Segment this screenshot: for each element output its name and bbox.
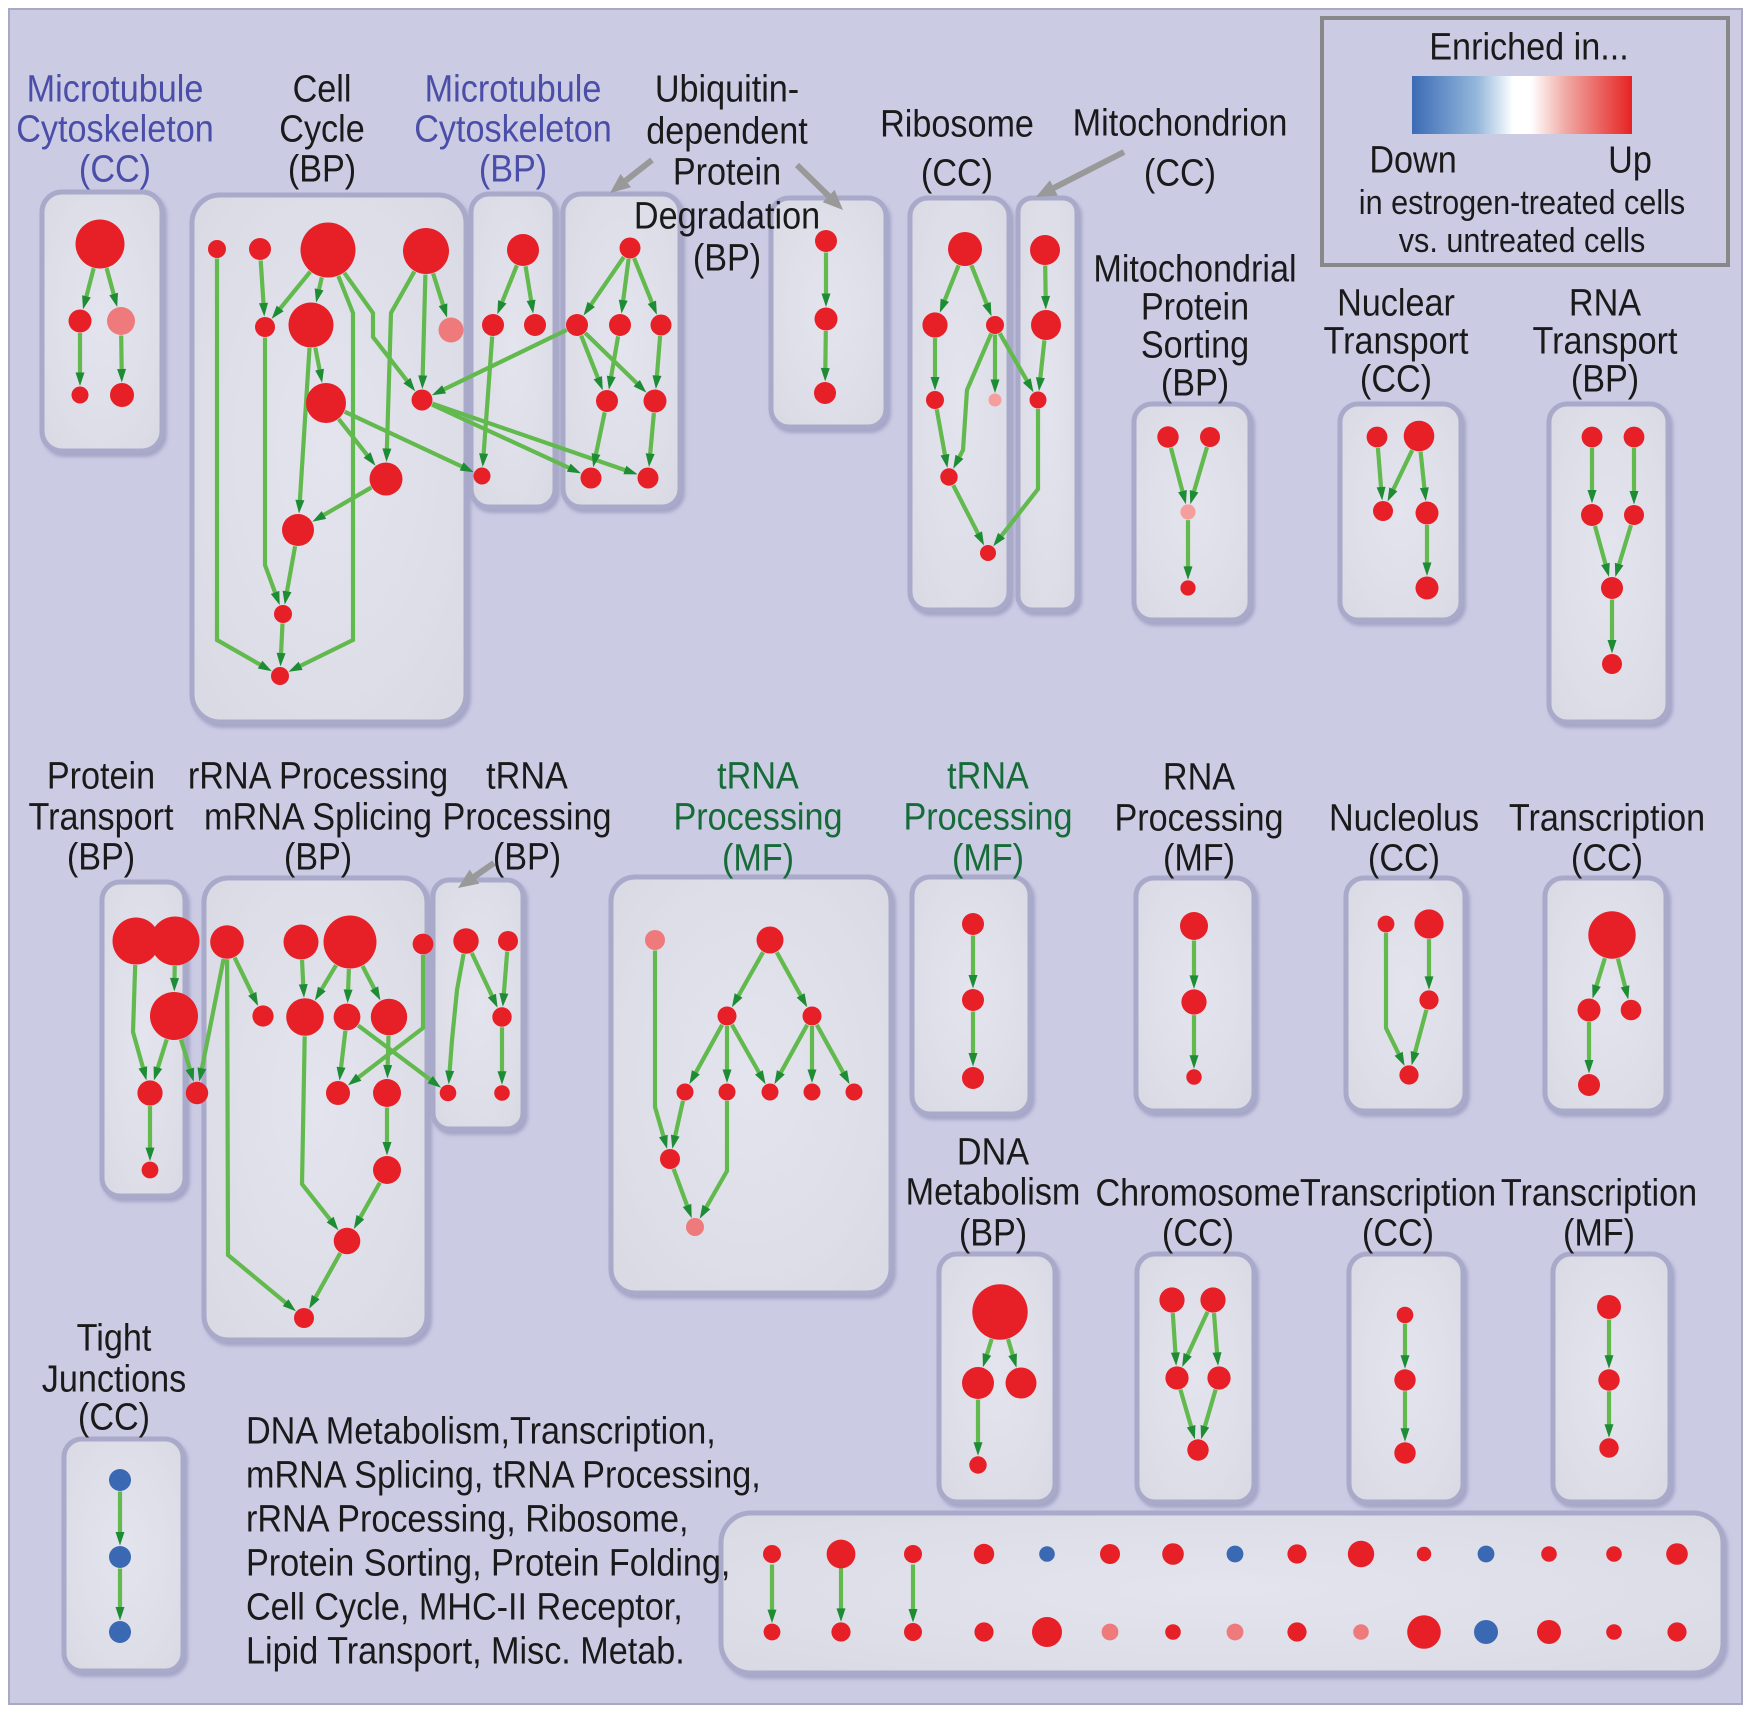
svg-text:Processing: Processing (442, 795, 611, 838)
svg-text:Mitochondrion: Mitochondrion (1073, 101, 1288, 144)
svg-text:(BP): (BP) (67, 835, 135, 878)
svg-text:(CC): (CC) (79, 147, 151, 190)
svg-text:Enriched in...: Enriched in... (1429, 25, 1628, 68)
svg-text:mRNA Splicing, tRNA Processing: mRNA Splicing, tRNA Processing, (246, 1453, 761, 1496)
svg-text:Protein: Protein (47, 754, 155, 797)
svg-text:(BP): (BP) (1571, 357, 1639, 400)
svg-text:(MF): (MF) (1163, 836, 1235, 879)
svg-text:Processing: Processing (673, 795, 842, 838)
svg-text:in estrogen-treated cells: in estrogen-treated cells (1359, 183, 1685, 221)
svg-text:vs. untreated cells: vs. untreated cells (1399, 221, 1646, 259)
svg-text:Cytoskeleton: Cytoskeleton (414, 107, 612, 150)
svg-text:Microtubule: Microtubule (425, 67, 602, 110)
svg-text:(MF): (MF) (1563, 1211, 1635, 1254)
svg-text:Metabolism: Metabolism (906, 1170, 1081, 1213)
svg-text:Processing: Processing (903, 795, 1072, 838)
svg-text:(CC): (CC) (921, 151, 993, 194)
svg-text:(CC): (CC) (1368, 836, 1440, 879)
svg-text:Cell Cycle, MHC-II Receptor,: Cell Cycle, MHC-II Receptor, (246, 1585, 683, 1628)
svg-text:Mitochondrial: Mitochondrial (1093, 247, 1296, 290)
svg-text:Transport: Transport (1533, 319, 1678, 362)
svg-text:(BP): (BP) (284, 835, 352, 878)
svg-text:RNA: RNA (1163, 755, 1236, 798)
svg-text:Nuclear: Nuclear (1337, 281, 1455, 324)
svg-text:Transport: Transport (29, 795, 174, 838)
svg-text:(BP): (BP) (479, 147, 547, 190)
svg-text:(CC): (CC) (78, 1395, 150, 1438)
svg-text:(CC): (CC) (1360, 357, 1432, 400)
svg-text:tRNA: tRNA (717, 754, 800, 797)
svg-text:Junctions: Junctions (42, 1357, 186, 1400)
svg-text:(CC): (CC) (1162, 1211, 1234, 1254)
svg-text:Chromosome: Chromosome (1095, 1171, 1300, 1214)
svg-text:Lipid Transport, Misc. Metab.: Lipid Transport, Misc. Metab. (246, 1629, 685, 1672)
svg-text:(BP): (BP) (693, 236, 761, 279)
svg-text:Transcription: Transcription (1501, 1171, 1697, 1214)
svg-text:(BP): (BP) (1161, 361, 1229, 404)
svg-text:Down: Down (1369, 138, 1456, 181)
svg-text:rRNA Processing, Ribosome,: rRNA Processing, Ribosome, (246, 1497, 689, 1540)
svg-text:DNA: DNA (957, 1130, 1030, 1173)
svg-text:dependent: dependent (646, 109, 808, 152)
svg-text:Tight: Tight (77, 1316, 152, 1359)
svg-text:(CC): (CC) (1144, 151, 1216, 194)
svg-text:Ubiquitin-: Ubiquitin- (655, 67, 799, 110)
svg-text:Protein: Protein (1141, 285, 1249, 328)
svg-text:tRNA: tRNA (486, 754, 569, 797)
svg-text:Transport: Transport (1324, 319, 1469, 362)
svg-text:Nucleolus: Nucleolus (1329, 796, 1479, 839)
svg-text:Processing: Processing (1114, 796, 1283, 839)
svg-text:Microtubule: Microtubule (27, 67, 204, 110)
svg-text:Cycle: Cycle (279, 107, 364, 150)
svg-text:mRNA Splicing: mRNA Splicing (204, 795, 432, 838)
svg-text:(CC): (CC) (1571, 836, 1643, 879)
svg-text:rRNA Processing: rRNA Processing (188, 754, 448, 797)
svg-text:Transcription: Transcription (1300, 1171, 1496, 1214)
svg-text:Protein Sorting, Protein Foldi: Protein Sorting, Protein Folding, (246, 1541, 730, 1584)
svg-text:Ribosome: Ribosome (880, 102, 1034, 145)
svg-text:(CC): (CC) (1362, 1211, 1434, 1254)
svg-text:(BP): (BP) (493, 835, 561, 878)
svg-text:Protein: Protein (673, 150, 781, 193)
svg-text:Cytoskeleton: Cytoskeleton (16, 107, 214, 150)
svg-text:Degradation: Degradation (634, 194, 820, 237)
svg-text:Up: Up (1608, 138, 1652, 181)
svg-text:tRNA: tRNA (947, 754, 1030, 797)
svg-text:DNA Metabolism,Transcription,: DNA Metabolism,Transcription, (246, 1409, 716, 1452)
svg-text:(BP): (BP) (288, 147, 356, 190)
svg-text:(BP): (BP) (959, 1211, 1027, 1254)
svg-text:Cell: Cell (293, 67, 352, 110)
svg-text:Sorting: Sorting (1141, 323, 1249, 366)
svg-text:(MF): (MF) (722, 836, 794, 879)
svg-text:Transcription: Transcription (1509, 796, 1705, 839)
svg-text:RNA: RNA (1569, 281, 1642, 324)
svg-text:(MF): (MF) (952, 836, 1024, 879)
